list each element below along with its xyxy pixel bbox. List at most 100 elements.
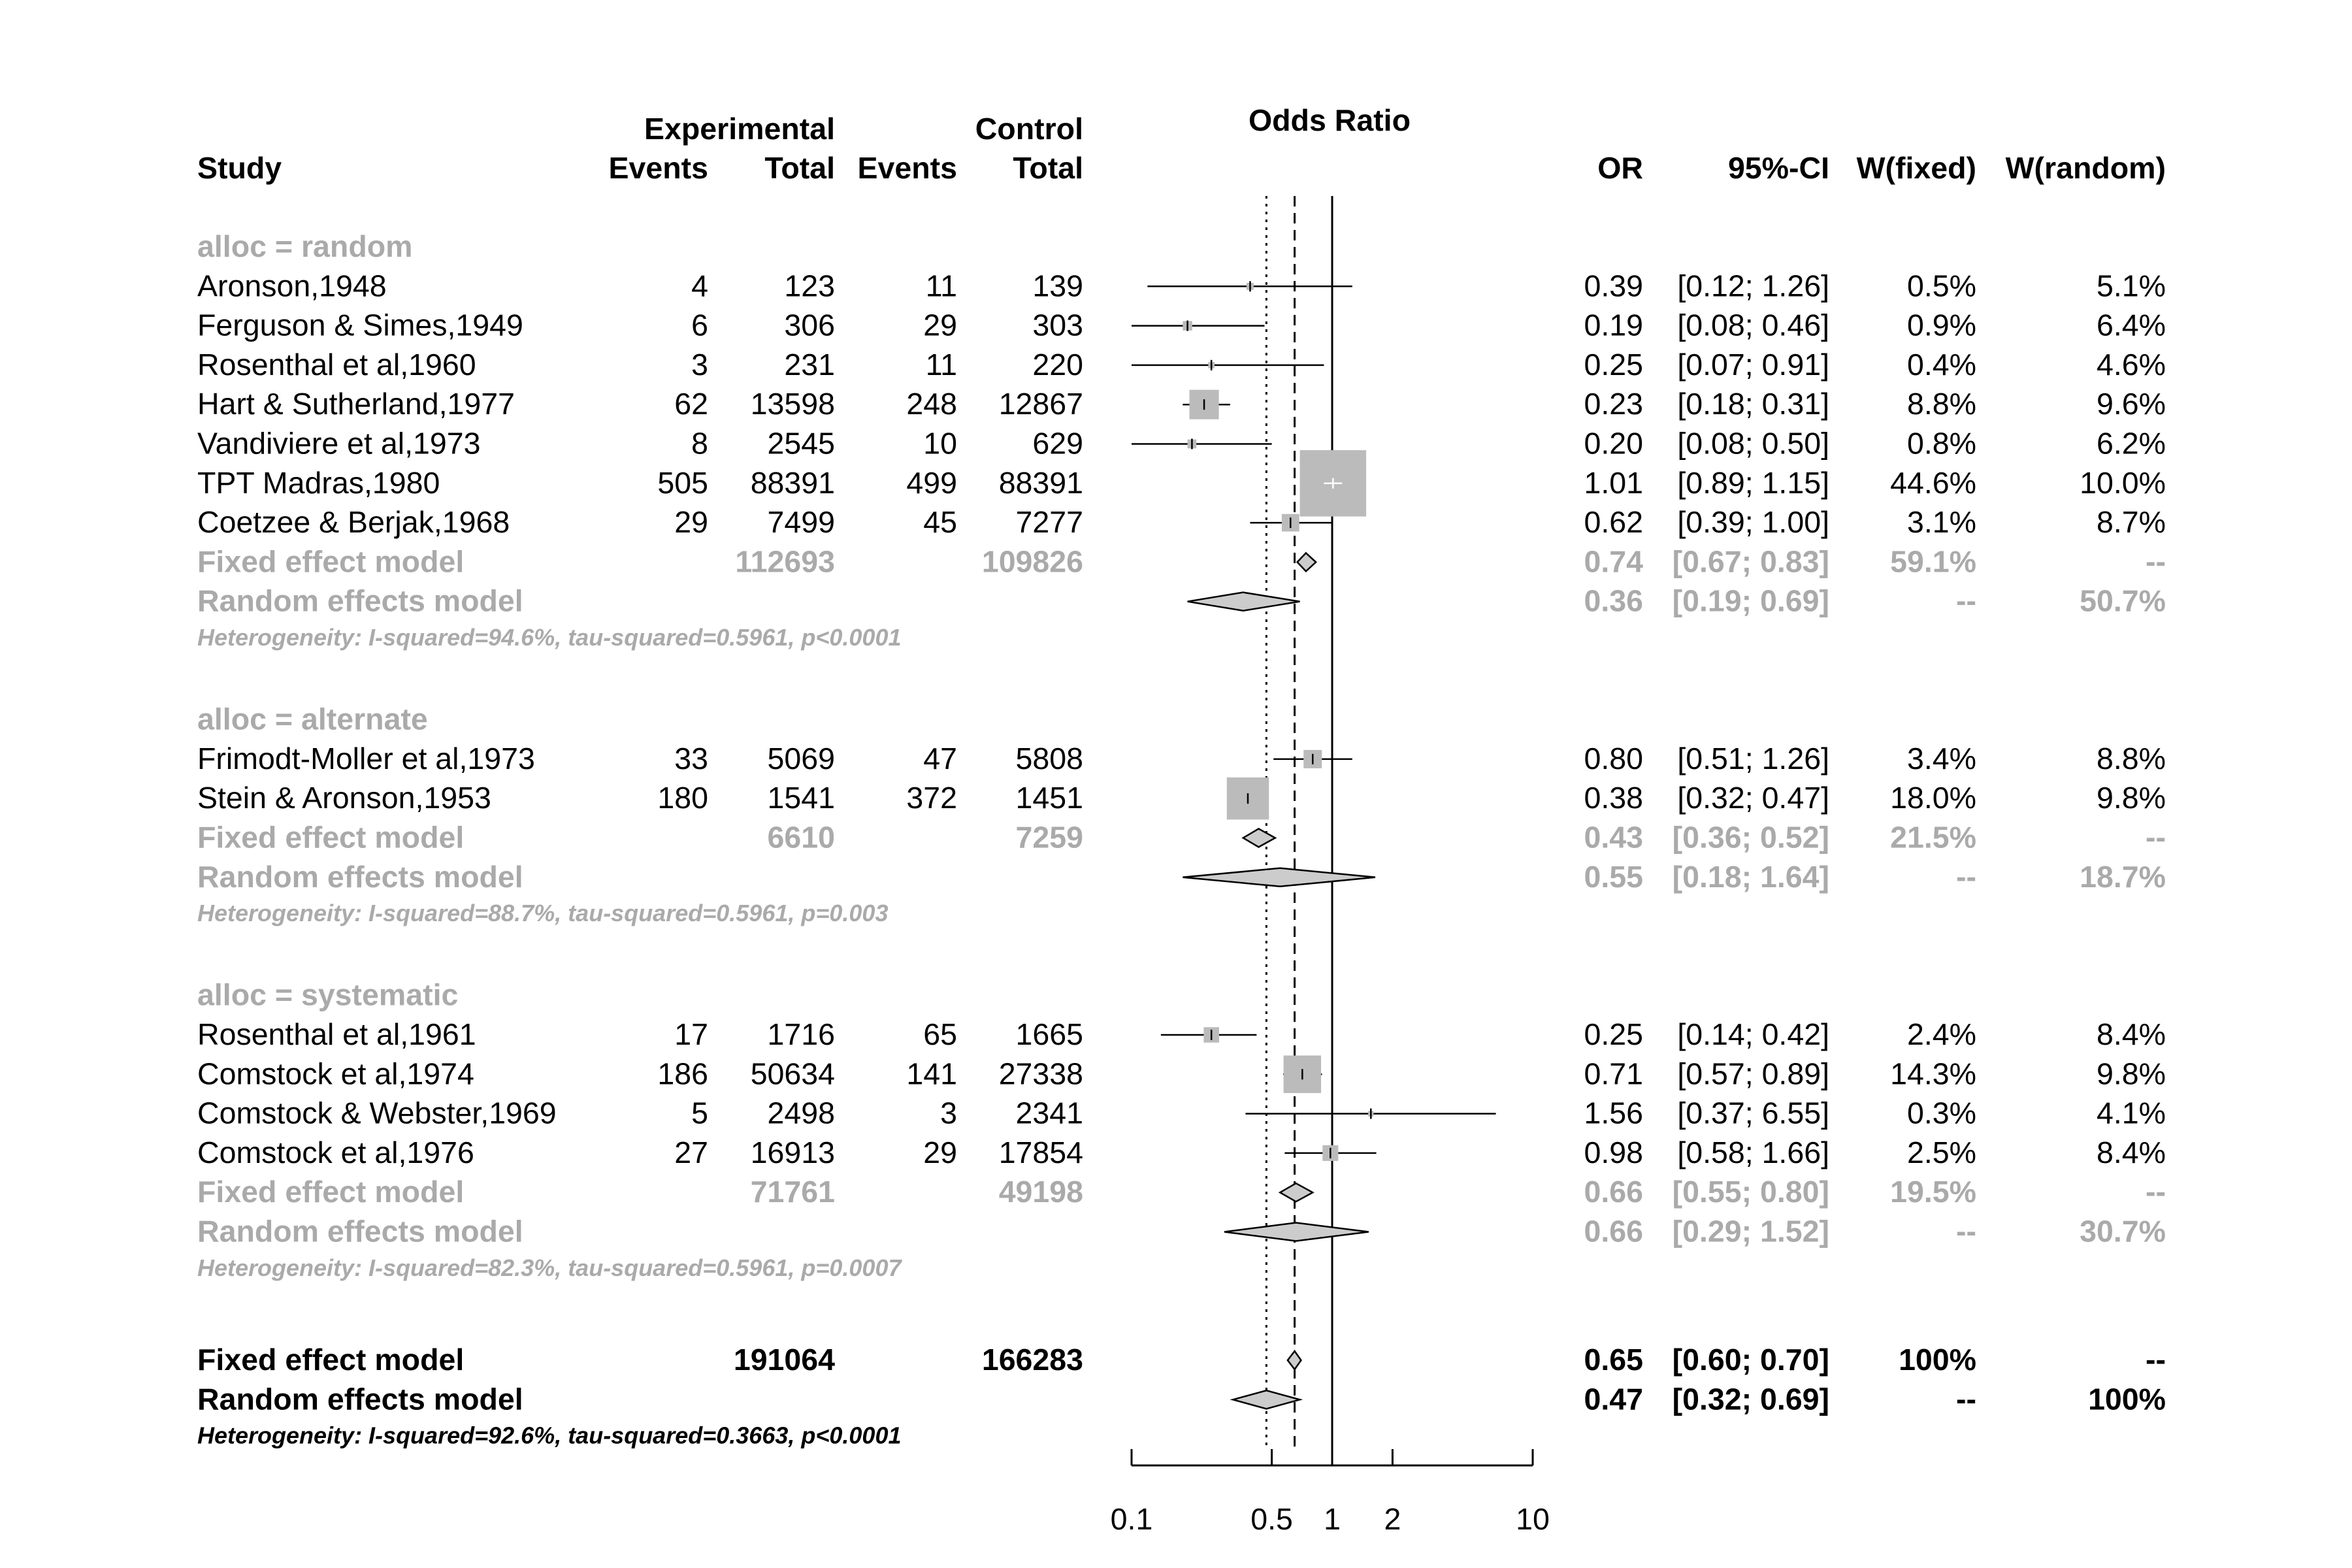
ctrl-total: 2341 <box>1016 1096 1083 1130</box>
subgroup-heterogeneity: Heterogeneity: I-squared=88.7%, tau-squa… <box>197 900 888 926</box>
study-wfixed: 44.6% <box>1890 466 1976 500</box>
study-wrandom: 4.6% <box>2097 348 2166 382</box>
ctrl-events: 29 <box>923 1135 957 1169</box>
subgroup-fixed-wrandom: -- <box>2146 544 2166 578</box>
control-events-header: Events <box>858 151 958 185</box>
overall-fixed-row: Fixed effect model 191064 166283 0.65 [0.60;… <box>197 1343 2166 1377</box>
exp-events: 27 <box>674 1135 708 1169</box>
subgroup-random-label: Random effects model <box>197 584 523 618</box>
study-wfixed: 2.4% <box>1907 1017 1976 1051</box>
subgroup-random-diamond <box>1183 867 1376 888</box>
overall-random-row: Random effects model 0.47 [0.32; 0.69] -- 10… <box>197 1382 2166 1416</box>
exp-total: 2498 <box>768 1096 835 1130</box>
reference-lines <box>1265 196 1333 1450</box>
or-header: OR <box>1597 151 1643 185</box>
study-ci: [0.12; 1.26] <box>1677 269 1829 302</box>
study-row: Comstock et al,1974 186 50634 141 27338 0.71 [… <box>197 1055 2166 1094</box>
exp-events: 4 <box>691 269 708 302</box>
study-wrandom: 6.2% <box>2097 427 2166 461</box>
subgroup-fixed-wfixed: 19.5% <box>1890 1175 1976 1209</box>
ctrl-events: 141 <box>906 1056 957 1090</box>
study-row: Comstock et al,1976 27 16913 29 17854 0.98 [0.… <box>197 1135 2166 1169</box>
ctrl-total: 17854 <box>999 1135 1083 1169</box>
wfixed-header: W(fixed) <box>1857 151 1976 185</box>
subgroup-random-wrandom: 18.7% <box>2080 860 2166 894</box>
ctrl-total: 220 <box>1032 348 1083 382</box>
study-wfixed: 18.0% <box>1890 781 1976 815</box>
exp-events: 186 <box>657 1056 708 1090</box>
overall-fixed-label: Fixed effect model <box>197 1343 464 1377</box>
study-wfixed: 14.3% <box>1890 1056 1976 1090</box>
study-name: TPT Madras,1980 <box>197 466 440 500</box>
study-wrandom: 5.1% <box>2097 269 2166 302</box>
ctrl-events: 29 <box>923 308 957 342</box>
x-tick-label: 1 <box>1324 1502 1341 1536</box>
subgroup-fixed-wrandom: -- <box>2146 1175 2166 1209</box>
exp-events: 17 <box>674 1017 708 1051</box>
exp-events: 180 <box>657 781 708 815</box>
overall-random-wfixed: -- <box>1956 1382 1976 1416</box>
subgroup-fixed-or: 0.74 <box>1584 544 1643 578</box>
subgroup-fixed-diamond <box>1296 551 1318 573</box>
ctrl-total: 1665 <box>1016 1017 1083 1051</box>
study-wrandom: 9.8% <box>2097 781 2166 815</box>
study-or: 0.23 <box>1584 387 1643 421</box>
subgroup-fixed-ci: [0.36; 0.52] <box>1673 821 1829 855</box>
study-row: Coetzee & Berjak,1968 29 7499 45 7277 0.62 [0.… <box>197 505 2166 539</box>
control-total-header: Total <box>1013 151 1083 185</box>
exp-events: 6 <box>691 308 708 342</box>
study-name: Comstock et al,1974 <box>197 1056 474 1090</box>
study-wfixed: 3.1% <box>1907 505 1976 539</box>
ctrl-total: 1451 <box>1016 781 1083 815</box>
study-name: Rosenthal et al,1960 <box>197 348 476 382</box>
study-ci: [0.08; 0.50] <box>1677 427 1829 461</box>
study-wrandom: 8.4% <box>2097 1017 2166 1051</box>
study-wfixed: 0.9% <box>1907 308 1976 342</box>
exp-events: 33 <box>674 742 708 776</box>
overall-random-ci: [0.32; 0.69] <box>1673 1382 1829 1416</box>
study-row: Rosenthal et al,1961 17 1716 65 1665 0.25 [0.1… <box>197 1017 2166 1051</box>
ctrl-events: 65 <box>923 1017 957 1051</box>
exp-total: 231 <box>784 348 835 382</box>
subgroup-fixed-wfixed: 59.1% <box>1890 544 1976 578</box>
study-wfixed: 8.8% <box>1907 387 1976 421</box>
ctrl-events: 499 <box>906 466 957 500</box>
overall-fixed-exp-total: 191064 <box>734 1343 835 1377</box>
study-ci: [0.89; 1.15] <box>1677 466 1829 500</box>
ctrl-total: 7277 <box>1016 505 1083 539</box>
ctrl-events: 372 <box>906 781 957 815</box>
study-name: Ferguson & Simes,1949 <box>197 308 523 342</box>
ctrl-events: 11 <box>926 348 957 382</box>
study-ci: [0.57; 0.89] <box>1677 1056 1829 1090</box>
subgroup-fixed-label: Fixed effect model <box>197 544 464 578</box>
exp-total: 5069 <box>768 742 835 776</box>
subgroup-fixed-label: Fixed effect model <box>197 821 464 855</box>
subgroup-heterogeneity: Heterogeneity: I-squared=94.6%, tau-squa… <box>197 624 902 651</box>
overall-random-wrandom: 100% <box>2088 1382 2166 1416</box>
study-name: Comstock et al,1976 <box>197 1135 474 1169</box>
subgroup-random-row: Random effects model 0.36 [0.19; 0.69] -- 50… <box>197 584 2166 618</box>
study-ci: [0.14; 0.42] <box>1677 1017 1829 1051</box>
table-header: Experimental Control Odds Ratio Study Ev… <box>197 103 2166 185</box>
study-wfixed: 0.8% <box>1907 427 1976 461</box>
study-wrandom: 4.1% <box>2097 1096 2166 1130</box>
subgroup-random-row: Random effects model 0.66 [0.29; 1.52] -- 30… <box>197 1215 2166 1249</box>
subgroup-fixed-row: Fixed effect model 6610 7259 0.43 [0.36; 0.5… <box>197 821 2166 855</box>
study-ci: [0.39; 1.00] <box>1677 505 1829 539</box>
experimental-header: Experimental <box>644 112 835 146</box>
subgroup-fixed-wrandom: -- <box>2146 821 2166 855</box>
ctrl-total: 303 <box>1032 308 1083 342</box>
control-header: Control <box>975 112 1083 146</box>
study-ci: [0.32; 0.47] <box>1677 781 1829 815</box>
study-or: 0.71 <box>1584 1056 1643 1090</box>
subgroup-random-label: Random effects model <box>197 860 523 894</box>
study-name: Vandiviere et al,1973 <box>197 427 480 461</box>
study-or: 0.25 <box>1584 1017 1643 1051</box>
study-row: Rosenthal et al,1960 3 231 11 220 0.25 [0.07; … <box>197 348 2166 382</box>
subgroup-heterogeneity: Heterogeneity: I-squared=82.3%, tau-squa… <box>197 1254 902 1281</box>
ctrl-events: 248 <box>906 387 957 421</box>
exp-total: 1716 <box>768 1017 835 1051</box>
overall-fixed-ctrl-total: 166283 <box>982 1343 1083 1377</box>
overall-heterogeneity: Heterogeneity: I-squared=92.6%, tau-squa… <box>197 1422 902 1449</box>
